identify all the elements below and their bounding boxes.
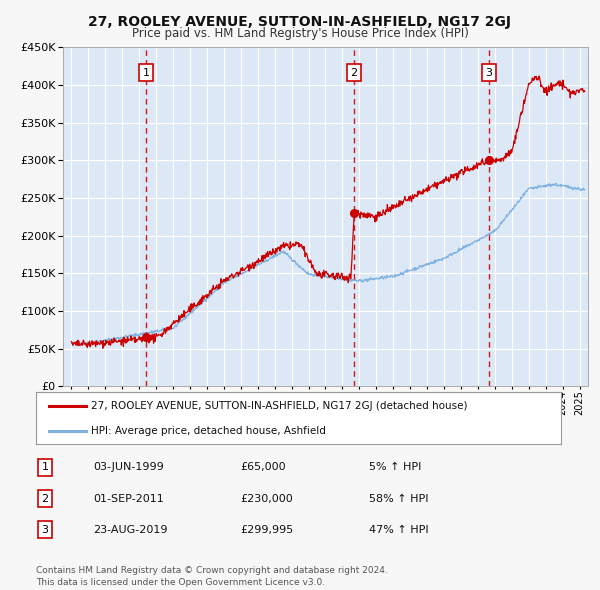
Text: 5% ↑ HPI: 5% ↑ HPI bbox=[369, 463, 421, 472]
Text: 2: 2 bbox=[41, 494, 49, 503]
Text: 58% ↑ HPI: 58% ↑ HPI bbox=[369, 494, 428, 503]
Text: 03-JUN-1999: 03-JUN-1999 bbox=[93, 463, 164, 472]
Text: 27, ROOLEY AVENUE, SUTTON-IN-ASHFIELD, NG17 2GJ (detached house): 27, ROOLEY AVENUE, SUTTON-IN-ASHFIELD, N… bbox=[91, 401, 467, 411]
Text: 47% ↑ HPI: 47% ↑ HPI bbox=[369, 525, 428, 535]
Text: £299,995: £299,995 bbox=[240, 525, 293, 535]
Text: £65,000: £65,000 bbox=[240, 463, 286, 472]
Text: Price paid vs. HM Land Registry's House Price Index (HPI): Price paid vs. HM Land Registry's House … bbox=[131, 27, 469, 40]
Text: £230,000: £230,000 bbox=[240, 494, 293, 503]
Text: 01-SEP-2011: 01-SEP-2011 bbox=[93, 494, 164, 503]
Text: 3: 3 bbox=[485, 68, 492, 78]
Text: Contains HM Land Registry data © Crown copyright and database right 2024.
This d: Contains HM Land Registry data © Crown c… bbox=[36, 566, 388, 587]
Text: 27, ROOLEY AVENUE, SUTTON-IN-ASHFIELD, NG17 2GJ: 27, ROOLEY AVENUE, SUTTON-IN-ASHFIELD, N… bbox=[89, 15, 511, 29]
Text: 1: 1 bbox=[143, 68, 150, 78]
Text: HPI: Average price, detached house, Ashfield: HPI: Average price, detached house, Ashf… bbox=[91, 426, 326, 435]
Text: 1: 1 bbox=[41, 463, 49, 472]
Text: 3: 3 bbox=[41, 525, 49, 535]
Text: 23-AUG-2019: 23-AUG-2019 bbox=[93, 525, 167, 535]
Text: 2: 2 bbox=[350, 68, 358, 78]
